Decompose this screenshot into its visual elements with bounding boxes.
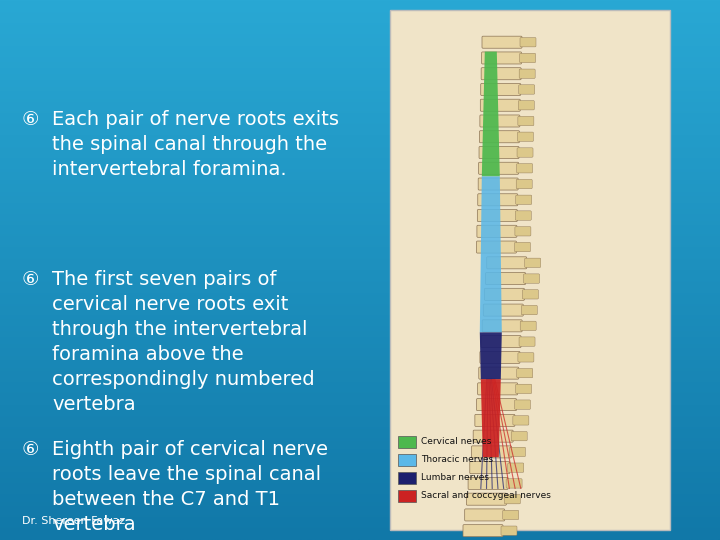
- Bar: [398, 436, 416, 448]
- FancyBboxPatch shape: [511, 431, 527, 441]
- Text: ⑥: ⑥: [22, 440, 40, 459]
- FancyBboxPatch shape: [518, 116, 534, 126]
- FancyBboxPatch shape: [520, 321, 536, 330]
- FancyBboxPatch shape: [482, 320, 522, 332]
- FancyBboxPatch shape: [506, 479, 522, 488]
- FancyBboxPatch shape: [477, 383, 518, 395]
- FancyBboxPatch shape: [481, 84, 521, 96]
- FancyBboxPatch shape: [513, 416, 529, 425]
- Text: Cervical nerves: Cervical nerves: [421, 437, 491, 446]
- Text: Lumbar nerves: Lumbar nerves: [421, 473, 489, 482]
- Text: the spinal canal through the: the spinal canal through the: [52, 135, 327, 154]
- FancyBboxPatch shape: [510, 447, 526, 457]
- Text: through the intervertebral: through the intervertebral: [52, 320, 307, 339]
- Polygon shape: [480, 177, 502, 333]
- FancyBboxPatch shape: [501, 526, 517, 535]
- FancyBboxPatch shape: [480, 131, 519, 143]
- Text: Each pair of nerve roots exits: Each pair of nerve roots exits: [52, 110, 339, 129]
- FancyBboxPatch shape: [516, 179, 532, 188]
- FancyBboxPatch shape: [480, 115, 520, 127]
- Text: between the C7 and T1: between the C7 and T1: [52, 490, 280, 509]
- FancyBboxPatch shape: [473, 430, 513, 442]
- FancyBboxPatch shape: [517, 148, 533, 157]
- FancyBboxPatch shape: [485, 288, 524, 300]
- Text: Eighth pair of cervical nerve: Eighth pair of cervical nerve: [52, 440, 328, 459]
- FancyBboxPatch shape: [517, 164, 533, 173]
- FancyBboxPatch shape: [463, 525, 503, 537]
- Text: vertebra: vertebra: [52, 515, 135, 534]
- FancyBboxPatch shape: [477, 225, 517, 237]
- FancyBboxPatch shape: [475, 414, 515, 427]
- Text: roots leave the spinal canal: roots leave the spinal canal: [52, 465, 321, 484]
- FancyBboxPatch shape: [515, 242, 531, 252]
- FancyBboxPatch shape: [518, 85, 535, 94]
- FancyBboxPatch shape: [481, 68, 521, 80]
- Text: ⑥: ⑥: [22, 270, 40, 289]
- Text: intervertebral foramina.: intervertebral foramina.: [52, 160, 287, 179]
- FancyBboxPatch shape: [515, 400, 531, 409]
- Text: Thoracic nerves: Thoracic nerves: [421, 455, 493, 464]
- FancyBboxPatch shape: [482, 36, 522, 48]
- FancyBboxPatch shape: [503, 510, 518, 519]
- FancyBboxPatch shape: [468, 477, 508, 489]
- Bar: [398, 472, 416, 484]
- Text: foramina above the: foramina above the: [52, 345, 243, 364]
- FancyBboxPatch shape: [469, 462, 510, 474]
- FancyBboxPatch shape: [477, 210, 518, 221]
- FancyBboxPatch shape: [478, 178, 518, 190]
- FancyBboxPatch shape: [480, 99, 521, 111]
- FancyBboxPatch shape: [521, 306, 537, 315]
- FancyBboxPatch shape: [517, 368, 533, 378]
- Polygon shape: [482, 52, 500, 177]
- FancyBboxPatch shape: [482, 52, 521, 64]
- Text: vertebra: vertebra: [52, 395, 135, 414]
- FancyBboxPatch shape: [464, 509, 505, 521]
- FancyBboxPatch shape: [515, 227, 531, 236]
- FancyBboxPatch shape: [477, 241, 516, 253]
- FancyBboxPatch shape: [479, 367, 519, 379]
- FancyBboxPatch shape: [477, 399, 516, 410]
- FancyBboxPatch shape: [467, 493, 506, 505]
- FancyBboxPatch shape: [516, 211, 531, 220]
- FancyBboxPatch shape: [518, 353, 534, 362]
- FancyBboxPatch shape: [479, 162, 518, 174]
- Text: correspondingly numbered: correspondingly numbered: [52, 370, 315, 389]
- FancyBboxPatch shape: [479, 146, 519, 159]
- FancyBboxPatch shape: [481, 335, 521, 348]
- FancyBboxPatch shape: [518, 132, 534, 141]
- FancyBboxPatch shape: [472, 446, 511, 458]
- Text: ⑥: ⑥: [22, 110, 40, 129]
- FancyBboxPatch shape: [519, 69, 535, 78]
- FancyBboxPatch shape: [525, 258, 541, 267]
- FancyBboxPatch shape: [487, 257, 527, 269]
- FancyBboxPatch shape: [480, 352, 520, 363]
- FancyBboxPatch shape: [505, 495, 521, 504]
- Text: Sacral and coccygeal nerves: Sacral and coccygeal nerves: [421, 491, 551, 500]
- FancyBboxPatch shape: [508, 463, 523, 472]
- FancyBboxPatch shape: [520, 53, 536, 63]
- Bar: [398, 454, 416, 466]
- FancyBboxPatch shape: [516, 195, 532, 205]
- Text: cervical nerve roots exit: cervical nerve roots exit: [52, 295, 289, 314]
- FancyBboxPatch shape: [523, 274, 539, 284]
- FancyBboxPatch shape: [516, 384, 531, 394]
- FancyBboxPatch shape: [478, 194, 518, 206]
- Polygon shape: [481, 379, 501, 457]
- FancyBboxPatch shape: [519, 337, 535, 346]
- Polygon shape: [480, 333, 502, 379]
- Bar: [390, 10, 670, 530]
- Text: The first seven pairs of: The first seven pairs of: [52, 270, 276, 289]
- FancyBboxPatch shape: [483, 304, 523, 316]
- FancyBboxPatch shape: [523, 289, 539, 299]
- FancyBboxPatch shape: [520, 37, 536, 47]
- FancyBboxPatch shape: [485, 273, 526, 285]
- Text: Dr. Shereen Fawaz: Dr. Shereen Fawaz: [22, 516, 125, 526]
- Bar: [398, 490, 416, 502]
- FancyBboxPatch shape: [518, 100, 534, 110]
